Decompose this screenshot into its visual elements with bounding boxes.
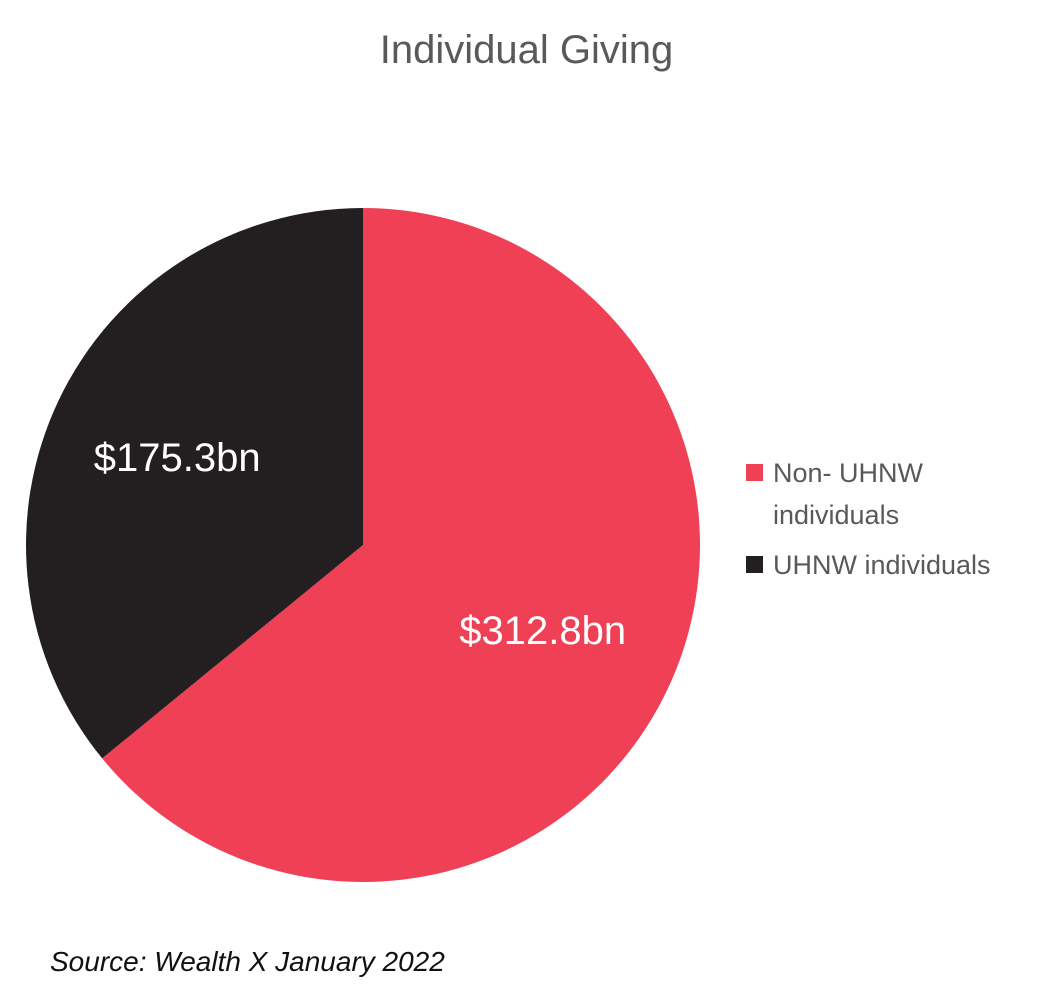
pie-slice-non-uhnw xyxy=(102,208,701,882)
chart-legend: Non- UHNW individuals UHNW individuals xyxy=(746,452,1046,594)
legend-item-non-uhnw: Non- UHNW individuals xyxy=(746,452,1046,536)
legend-label-non-uhnw: Non- UHNW individuals xyxy=(773,458,924,530)
slice-value-label-uhnw: $175.3bn xyxy=(94,436,261,480)
pie-labels: $312.8bn $175.3bn xyxy=(94,436,626,653)
pie-slices xyxy=(26,208,701,882)
chart-title: Individual Giving xyxy=(379,28,674,72)
legend-swatch-non-uhnw xyxy=(746,464,763,481)
source-note: Source: Wealth X January 2022 xyxy=(50,946,445,977)
legend-item-uhnw: UHNW individuals xyxy=(746,544,1046,586)
legend-label-uhnw: UHNW individuals xyxy=(773,550,991,580)
pie-slice-uhnw xyxy=(26,208,363,759)
legend-swatch-uhnw xyxy=(746,556,763,573)
slice-value-label-non-uhnw: $312.8bn xyxy=(459,609,626,653)
